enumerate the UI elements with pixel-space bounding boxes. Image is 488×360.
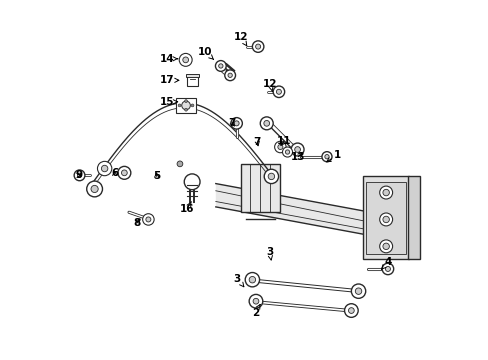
Circle shape (182, 101, 190, 110)
Bar (185, 74, 199, 77)
Text: 13: 13 (290, 152, 305, 162)
Circle shape (379, 186, 392, 199)
Text: 10: 10 (198, 46, 213, 59)
Circle shape (118, 166, 131, 179)
Circle shape (267, 173, 274, 180)
Circle shape (184, 108, 187, 111)
Circle shape (324, 154, 328, 159)
Polygon shape (241, 164, 280, 212)
Circle shape (276, 89, 281, 94)
Circle shape (244, 273, 259, 287)
Circle shape (177, 161, 183, 167)
Circle shape (382, 189, 388, 196)
Circle shape (234, 121, 239, 126)
Circle shape (282, 147, 292, 157)
Circle shape (145, 217, 151, 222)
Circle shape (86, 181, 102, 197)
Text: 16: 16 (180, 202, 194, 215)
Text: 1: 1 (326, 150, 341, 162)
Circle shape (252, 41, 264, 52)
Circle shape (321, 152, 331, 162)
Circle shape (264, 121, 269, 126)
Circle shape (184, 174, 200, 190)
Circle shape (227, 73, 232, 77)
Polygon shape (407, 176, 419, 259)
Text: 5: 5 (153, 171, 160, 181)
Circle shape (191, 104, 194, 107)
Text: 4: 4 (381, 257, 391, 269)
Circle shape (264, 169, 278, 184)
Circle shape (285, 150, 289, 154)
Polygon shape (215, 184, 408, 243)
Circle shape (224, 70, 235, 81)
Circle shape (255, 44, 260, 49)
Circle shape (74, 170, 85, 181)
Circle shape (382, 263, 393, 275)
Circle shape (97, 161, 112, 176)
Polygon shape (362, 176, 408, 259)
Circle shape (142, 214, 154, 225)
Circle shape (215, 60, 226, 71)
Bar (176, 98, 196, 113)
Text: 3: 3 (265, 247, 273, 260)
Circle shape (385, 266, 389, 271)
Circle shape (290, 143, 304, 156)
Text: 17: 17 (160, 75, 179, 85)
Circle shape (294, 147, 300, 152)
Text: 12: 12 (233, 32, 247, 46)
Text: 6: 6 (111, 168, 118, 178)
Circle shape (249, 294, 262, 308)
Circle shape (183, 57, 188, 63)
Circle shape (379, 240, 392, 253)
Circle shape (355, 288, 361, 294)
Circle shape (344, 304, 357, 318)
Circle shape (218, 64, 223, 68)
Circle shape (230, 118, 242, 129)
Text: 11: 11 (276, 136, 290, 146)
Circle shape (277, 144, 282, 149)
Text: 15: 15 (160, 97, 177, 107)
Text: 8: 8 (133, 218, 140, 228)
Circle shape (184, 100, 187, 103)
Bar (187, 75, 198, 86)
Circle shape (379, 213, 392, 226)
Text: 3: 3 (233, 274, 244, 287)
Circle shape (178, 104, 181, 107)
Text: 7: 7 (228, 118, 235, 128)
Circle shape (382, 216, 388, 223)
Circle shape (274, 141, 285, 153)
Circle shape (101, 165, 108, 172)
Circle shape (351, 284, 365, 298)
Circle shape (77, 173, 81, 177)
Text: 9: 9 (76, 170, 83, 180)
Circle shape (179, 53, 192, 66)
Polygon shape (366, 182, 405, 253)
Circle shape (348, 308, 353, 314)
Circle shape (382, 243, 388, 249)
Circle shape (121, 170, 127, 176)
Circle shape (91, 185, 98, 193)
Circle shape (253, 298, 258, 304)
Text: 14: 14 (160, 54, 177, 64)
Text: 2: 2 (251, 305, 260, 318)
Circle shape (249, 276, 255, 283)
Circle shape (260, 117, 273, 130)
Text: 12: 12 (263, 79, 277, 92)
Text: 7: 7 (253, 138, 261, 147)
Circle shape (273, 86, 284, 98)
